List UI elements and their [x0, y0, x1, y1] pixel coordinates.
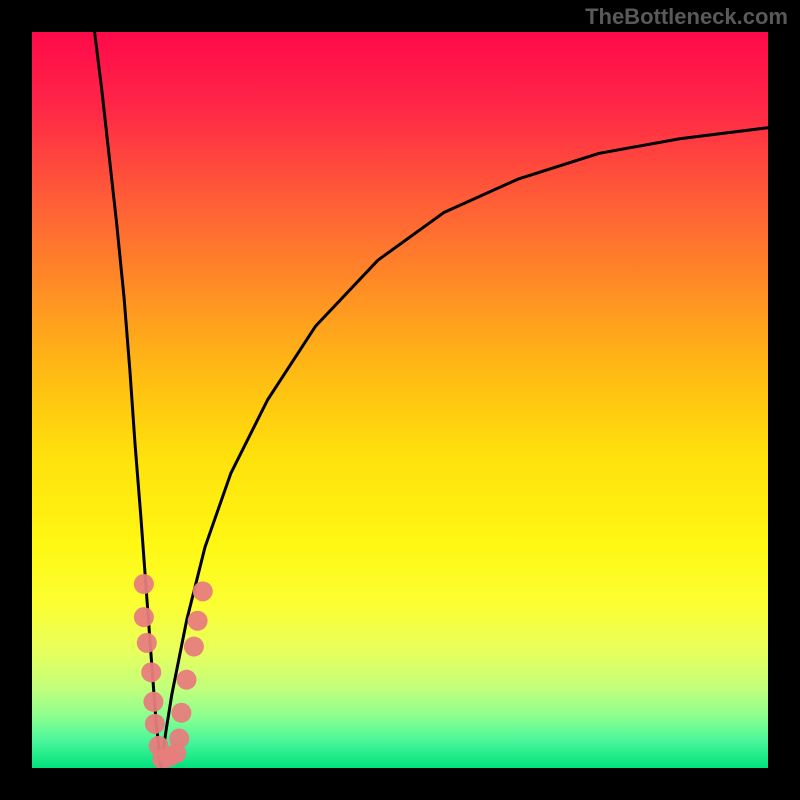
gradient-fill: [32, 32, 768, 768]
watermark-text: TheBottleneck.com: [585, 4, 788, 30]
chart-background-gradient: [32, 32, 768, 768]
chart-root: TheBottleneck.com: [0, 0, 800, 800]
